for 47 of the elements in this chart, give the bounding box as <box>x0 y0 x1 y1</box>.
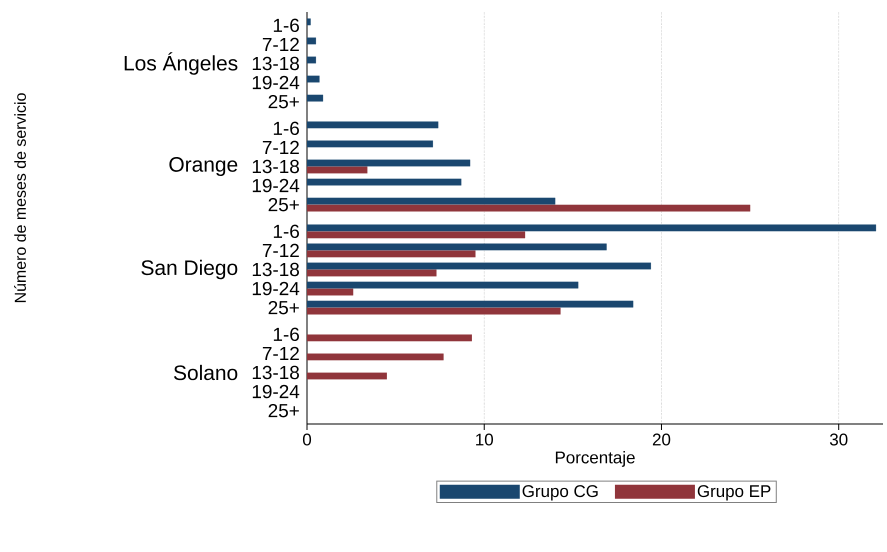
y-tick-label: 19-24 <box>252 384 300 398</box>
bar <box>307 231 526 238</box>
y-tick-label: 25+ <box>268 404 299 418</box>
x-tick-label: 30 <box>830 434 848 446</box>
y-tick-label: 25+ <box>268 94 299 108</box>
bar <box>307 121 438 128</box>
text: Número de meses de servicio <box>14 93 26 302</box>
y-tick-label: 13-18 <box>252 366 299 380</box>
y-tick-label: 13-18 <box>252 262 299 276</box>
x-tick-label: 0 <box>302 434 312 446</box>
y-tick-label: 7-12 <box>262 244 299 258</box>
x-axis-title: Porcentaje <box>556 451 635 467</box>
bar <box>307 250 476 258</box>
y-tick-label: 19-24 <box>252 282 300 296</box>
bar <box>307 160 470 166</box>
y-tick-label: 1-6 <box>274 328 299 342</box>
bar <box>307 288 354 296</box>
y-tick-label: 7-12 <box>262 38 299 52</box>
y-tick-label: 1-6 <box>274 18 299 32</box>
legend-label: Grupo EP <box>698 485 770 500</box>
bar <box>307 308 561 315</box>
y-axis-title: Solano <box>174 364 238 380</box>
y-tick-label: 7-12 <box>262 346 299 360</box>
bar <box>307 334 472 342</box>
bar <box>307 140 433 148</box>
y-tick-label: 25+ <box>268 198 299 212</box>
legend-label: Grupo CG <box>522 485 598 500</box>
bar <box>307 166 368 174</box>
y-axis-title: Orange <box>169 157 238 176</box>
bar <box>307 178 462 186</box>
x-tick-label: 10 <box>476 434 493 446</box>
y-tick-label: 13-18 <box>252 56 299 70</box>
bar <box>307 372 387 380</box>
y-tick-label: 13-18 <box>252 160 299 174</box>
y-tick-label: 19-24 <box>252 178 300 192</box>
x-tick-label: 20 <box>652 434 670 446</box>
y-tick-label: 1-6 <box>274 224 299 238</box>
y-axis-title: San Diego <box>141 260 238 280</box>
y-tick-label: 19-24 <box>252 76 300 90</box>
bar <box>307 354 444 360</box>
bar <box>307 270 437 276</box>
bar <box>307 204 750 212</box>
y-axis-title: Los Ángeles <box>124 52 238 75</box>
bar <box>307 198 556 205</box>
y-tick-label: 1-6 <box>274 122 299 136</box>
y-tick-label: 25+ <box>268 300 299 314</box>
y-tick-label: 7-12 <box>262 140 299 154</box>
